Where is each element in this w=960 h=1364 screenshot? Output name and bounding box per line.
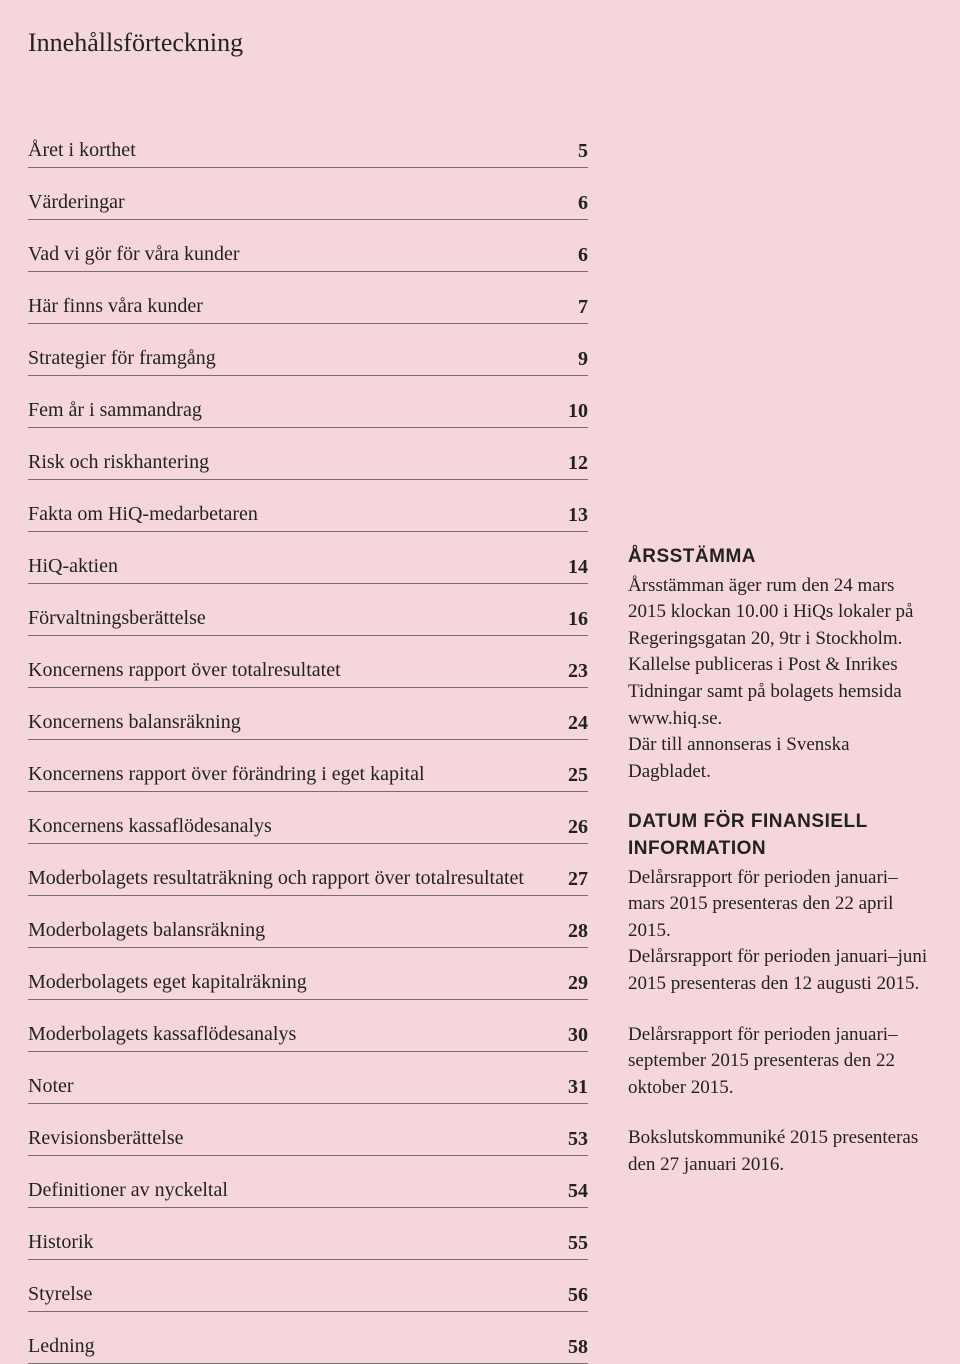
side-text: Delårsrapport för perioden januari–juni … bbox=[628, 944, 932, 997]
toc-row[interactable]: Året i korthet 5 bbox=[28, 138, 588, 168]
toc-page-number: 29 bbox=[568, 972, 588, 995]
side-block-datum-heading: DATUM FÖR FINANSIELL INFORMATION Delårsr… bbox=[628, 809, 932, 944]
side-heading-arsstamma: ÅRSSTÄMMA bbox=[628, 544, 932, 571]
toc-row[interactable]: HiQ-aktien 14 bbox=[28, 554, 588, 584]
toc-label: Förvaltningsberättelse bbox=[28, 606, 206, 631]
toc-label: Koncernens rapport över förändring i ege… bbox=[28, 762, 425, 787]
toc-label: Strategier för framgång bbox=[28, 346, 216, 371]
side-block-p5: Bokslutskommuniké 2015 presenteras den 2… bbox=[628, 1125, 932, 1178]
toc-row[interactable]: Här finns våra kunder 7 bbox=[28, 294, 588, 324]
toc-label: Historik bbox=[28, 1230, 94, 1255]
toc-page-number: 54 bbox=[568, 1180, 588, 1203]
toc-row[interactable]: Fem år i sammandrag 10 bbox=[28, 398, 588, 428]
left-column: Innehållsförteckning Året i korthet 5 Värd… bbox=[28, 28, 588, 1324]
toc-page-number: 24 bbox=[568, 712, 588, 735]
toc-page-number: 9 bbox=[578, 348, 588, 371]
toc-row[interactable]: Styrelse 56 bbox=[28, 1282, 588, 1312]
toc-label: Koncernens balansräkning bbox=[28, 710, 241, 735]
toc-label: Fakta om HiQ-medarbetaren bbox=[28, 502, 258, 527]
toc-row[interactable]: Moderbolagets resultaträkning och rappor… bbox=[28, 866, 588, 896]
toc-label: Värderingar bbox=[28, 190, 125, 215]
toc-row[interactable]: Moderbolagets kassaflödesanalys 30 bbox=[28, 1022, 588, 1052]
toc-page-number: 7 bbox=[578, 296, 588, 319]
toc-row[interactable]: Ledning 58 bbox=[28, 1334, 588, 1364]
toc-row[interactable]: Koncernens rapport över totalresultatet 2… bbox=[28, 658, 588, 688]
toc-row[interactable]: Förvaltningsberättelse 16 bbox=[28, 606, 588, 636]
toc-page-number: 13 bbox=[568, 504, 588, 527]
toc-page-number: 6 bbox=[578, 244, 588, 267]
toc-row[interactable]: Definitioner av nyckeltal 54 bbox=[28, 1178, 588, 1208]
toc-row[interactable]: Historik 55 bbox=[28, 1230, 588, 1260]
toc-page-number: 55 bbox=[568, 1232, 588, 1255]
toc-label: Koncernens rapport över totalresultatet bbox=[28, 658, 341, 683]
toc-page-number: 14 bbox=[568, 556, 588, 579]
toc-page-number: 16 bbox=[568, 608, 588, 631]
toc-row[interactable]: Vad vi gör för våra kunder 6 bbox=[28, 242, 588, 272]
toc-row[interactable]: Koncernens balansräkning 24 bbox=[28, 710, 588, 740]
toc-page-number: 53 bbox=[568, 1128, 588, 1151]
toc-label: Koncernens kassaflödesanalys bbox=[28, 814, 272, 839]
toc-label: Definitioner av nyckeltal bbox=[28, 1178, 228, 1203]
toc-page-number: 58 bbox=[568, 1336, 588, 1359]
toc-label: HiQ-aktien bbox=[28, 554, 118, 579]
page-title: Innehållsförteckning bbox=[28, 28, 588, 58]
toc-label: Moderbolagets eget kapitalräkning bbox=[28, 970, 307, 995]
toc-page-number: 26 bbox=[568, 816, 588, 839]
toc-label: Året i korthet bbox=[28, 138, 136, 163]
toc-label: Moderbolagets balansräkning bbox=[28, 918, 265, 943]
side-block-p3: Delårsrapport för perioden januari–juni … bbox=[628, 944, 932, 997]
toc-row[interactable]: Moderbolagets balansräkning 28 bbox=[28, 918, 588, 948]
toc-row[interactable]: Revisionsberättelse 53 bbox=[28, 1126, 588, 1156]
toc-page-number: 12 bbox=[568, 452, 588, 475]
toc-label: Styrelse bbox=[28, 1282, 92, 1307]
toc-label: Revisionsberättelse bbox=[28, 1126, 184, 1151]
side-text: Delårsrapport för perioden januari– mars… bbox=[628, 865, 932, 945]
toc-page-number: 30 bbox=[568, 1024, 588, 1047]
toc-label: Vad vi gör för våra kunder bbox=[28, 242, 240, 267]
toc-page-number: 56 bbox=[568, 1284, 588, 1307]
toc-row[interactable]: Risk och riskhantering 12 bbox=[28, 450, 588, 480]
side-text: Årsstämman äger rum den 24 mars 2015 klo… bbox=[628, 573, 932, 733]
toc-page-number: 6 bbox=[578, 192, 588, 215]
toc-row[interactable]: Noter 31 bbox=[28, 1074, 588, 1104]
toc-label: Noter bbox=[28, 1074, 74, 1099]
toc-label: Moderbolagets kassaflödesanalys bbox=[28, 1022, 296, 1047]
side-block-arsstamma: ÅRSSTÄMMA Årsstämman äger rum den 24 mar… bbox=[628, 544, 932, 785]
toc-page-number: 27 bbox=[568, 868, 588, 891]
side-block-p4: Delårsrapport för perioden januari–septe… bbox=[628, 1022, 932, 1102]
toc-page-number: 25 bbox=[568, 764, 588, 787]
side-heading-datum-line2: INFORMATION bbox=[628, 836, 932, 863]
side-text: Delårsrapport för perioden januari–septe… bbox=[628, 1022, 932, 1102]
toc-row[interactable]: Värderingar 6 bbox=[28, 190, 588, 220]
toc-page-number: 5 bbox=[578, 140, 588, 163]
toc-label: Risk och riskhantering bbox=[28, 450, 209, 475]
toc-row[interactable]: Strategier för framgång 9 bbox=[28, 346, 588, 376]
table-of-contents: Året i korthet5Värderingar6Vad vi gör fö… bbox=[28, 138, 588, 1364]
toc-page-number: 31 bbox=[568, 1076, 588, 1099]
toc-row[interactable]: Koncernens kassaflödesanalys 26 bbox=[28, 814, 588, 844]
side-text: Där till annonseras i Svenska Dagbladet. bbox=[628, 732, 932, 785]
page: Innehållsförteckning Året i korthet 5 Värd… bbox=[28, 28, 932, 1324]
toc-page-number: 28 bbox=[568, 920, 588, 943]
toc-page-number: 23 bbox=[568, 660, 588, 683]
side-text: Bokslutskommuniké 2015 presenteras den 2… bbox=[628, 1125, 932, 1178]
toc-row[interactable]: Fakta om HiQ-medarbetaren 13 bbox=[28, 502, 588, 532]
toc-label: Här finns våra kunder bbox=[28, 294, 203, 319]
right-column: ÅRSSTÄMMA Årsstämman äger rum den 24 mar… bbox=[628, 28, 932, 1324]
toc-row[interactable]: Moderbolagets eget kapitalräkning 29 bbox=[28, 970, 588, 1000]
toc-row[interactable]: Koncernens rapport över förändring i ege… bbox=[28, 762, 588, 792]
toc-label: Moderbolagets resultaträkning och rappor… bbox=[28, 866, 524, 891]
toc-label: Fem år i sammandrag bbox=[28, 398, 202, 423]
toc-label: Ledning bbox=[28, 1334, 95, 1359]
toc-page-number: 10 bbox=[568, 400, 588, 423]
side-heading-datum-line1: DATUM FÖR FINANSIELL bbox=[628, 809, 932, 836]
